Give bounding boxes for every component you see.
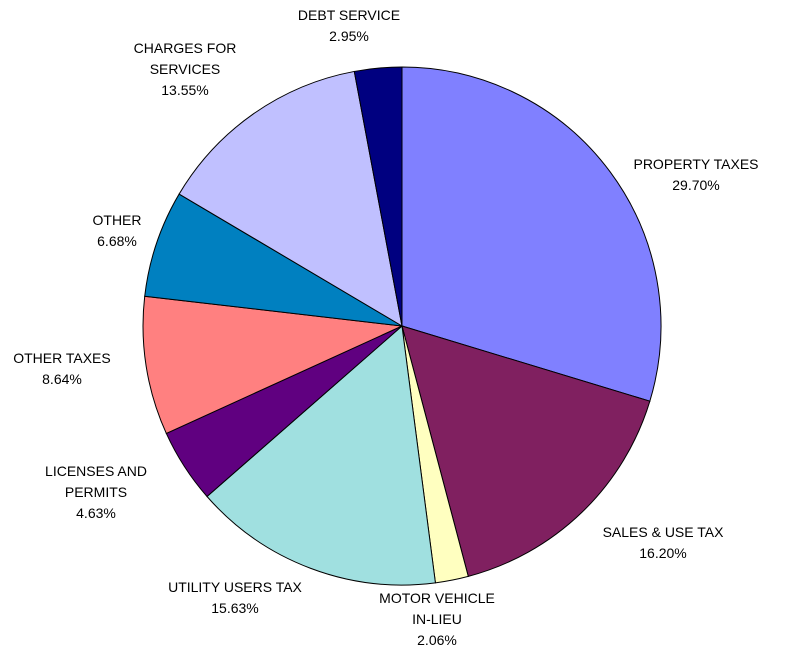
pie-slice [401,66,662,402]
value-label: 6.68% [97,233,137,249]
pie-slice [144,193,403,327]
slice-label: LICENSES AND PERMITS 4.63% [41,461,151,524]
value-label: 29.70% [672,177,720,193]
slice-label: DEBT SERVICE 2.95% [249,5,449,47]
slice-label: PROPERTY TAXES 29.70% [596,154,796,196]
slice-label: OTHER 6.68% [17,210,217,252]
slice-label: OTHER TAXES 8.64% [0,348,162,390]
value-label: 2.06% [417,632,457,648]
pie-slice [142,295,404,435]
value-label: 8.64% [42,371,82,387]
category-label: OTHER [92,212,142,228]
value-label: 2.95% [329,28,369,44]
category-label: CHARGES FOR SERVICES [133,40,237,77]
category-label: DEBT SERVICE [297,7,401,23]
value-label: 4.63% [76,505,116,521]
category-label: SALES & USE TAX [602,524,724,540]
value-label: 16.20% [639,545,687,561]
pie-slice [178,70,403,327]
category-label: OTHER TAXES [13,350,111,366]
category-label: LICENSES AND PERMITS [45,463,147,500]
slice-label: SALES & USE TAX 16.20% [563,522,763,564]
value-label: 15.63% [211,600,259,616]
pie-slice [401,325,651,577]
category-label: PROPERTY TAXES [633,156,759,172]
slice-label: UTILITY USERS TAX 15.63% [135,577,335,619]
slice-label: CHARGES FOR SERVICES 13.55% [130,38,240,101]
slice-label: MOTOR VEHICLE IN-LIEU 2.06% [377,588,497,651]
pie-slice [353,66,403,327]
category-label: UTILITY USERS TAX [168,579,302,595]
pie-slice [206,325,436,586]
category-label: MOTOR VEHICLE IN-LIEU [379,590,495,627]
value-label: 13.55% [161,82,209,98]
